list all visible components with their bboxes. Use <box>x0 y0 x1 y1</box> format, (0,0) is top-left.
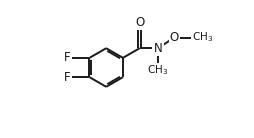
Text: F: F <box>64 71 71 84</box>
Text: CH$_3$: CH$_3$ <box>192 31 213 44</box>
Text: O: O <box>135 16 144 29</box>
Text: CH$_3$: CH$_3$ <box>147 63 169 77</box>
Text: F: F <box>64 51 71 64</box>
Text: O: O <box>170 31 179 44</box>
Text: N: N <box>154 42 162 55</box>
